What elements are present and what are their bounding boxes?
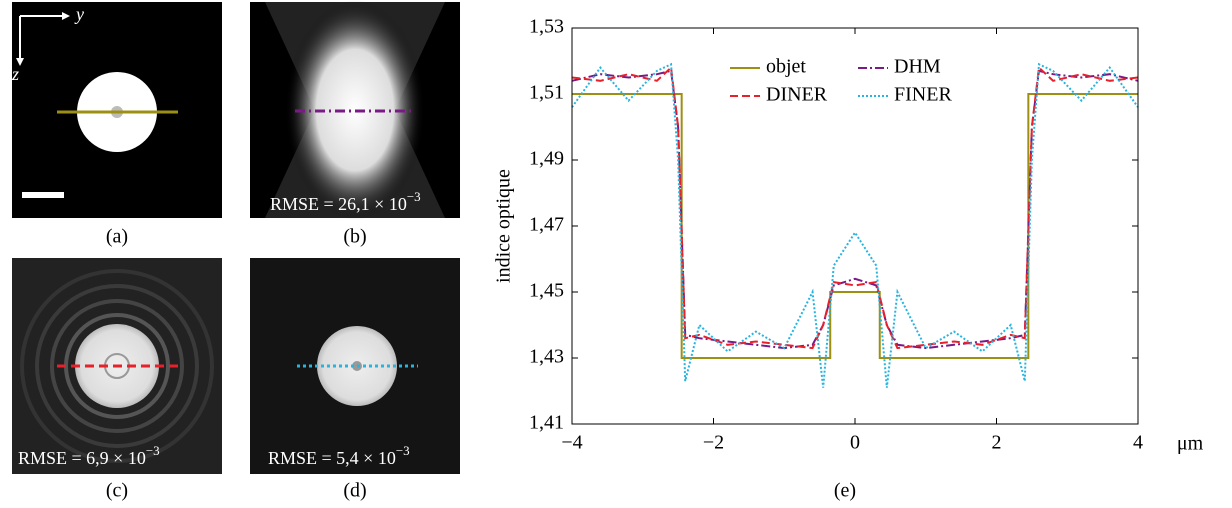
series-line: [571, 69, 1139, 350]
caption: (d): [343, 480, 366, 502]
y-tick-label: 1,47: [529, 214, 564, 236]
rmse: RMSE = 5,4 × 10: [268, 448, 396, 468]
panel-b: RMSE = 26,1 × 10−3: [250, 0, 460, 220]
x-tick-label: −4: [561, 432, 582, 454]
annotation: RMSE = 6,9 × 10−3: [18, 443, 160, 468]
exponent: −3: [146, 443, 160, 458]
y-tick-label: 1,53: [529, 16, 564, 38]
x-tick-label: −2: [703, 432, 724, 454]
caption: (e): [834, 480, 856, 502]
axis-label: y: [74, 4, 84, 24]
plot-frame: [571, 27, 1139, 425]
legend-label: DHM: [894, 56, 941, 78]
panel-c: RMSE = 6,9 × 10−3: [12, 258, 222, 474]
caption: (b): [343, 226, 366, 248]
y-tick-label: 1,51: [529, 82, 564, 104]
annotation: RMSE = 26,1 × 10−3: [270, 189, 421, 214]
rmse: RMSE = 6,9 × 10: [18, 448, 146, 468]
x-tick-label: 0: [850, 432, 860, 454]
exponent: −3: [396, 443, 410, 458]
panel-d: RMSE = 5,4 × 10−3: [250, 258, 460, 474]
y-tick-label: 1,43: [529, 346, 564, 368]
axis-label: z: [11, 64, 19, 84]
series-line: [572, 93, 1138, 359]
panel-a: y z: [11, 2, 222, 218]
series-line: [571, 65, 1139, 350]
x-tick-label: 2: [992, 432, 1002, 454]
x-tick-label: 4: [1133, 432, 1143, 454]
y-axis-title: indice optique: [493, 169, 515, 283]
legend-label: DINER: [766, 84, 828, 106]
line-chart: indice optique μm (e) 1,41 1,43 1,45 1,47 1,…: [493, 16, 1204, 502]
y-tick-label: 1,45: [529, 280, 564, 302]
caption: (a): [106, 226, 128, 248]
exponent: −3: [407, 189, 421, 204]
annotation: RMSE = 5,4 × 10−3: [268, 443, 410, 468]
legend-label: objet: [766, 56, 806, 78]
y-tick-label: 1,49: [529, 148, 564, 170]
rmse: RMSE = 26,1 × 10: [270, 194, 407, 214]
legend-label: FINER: [894, 84, 952, 106]
x-axis-title: μm: [1177, 433, 1204, 455]
series-line: [571, 62, 1139, 388]
caption: (c): [106, 480, 128, 502]
y-tick-label: 1,41: [529, 412, 564, 434]
